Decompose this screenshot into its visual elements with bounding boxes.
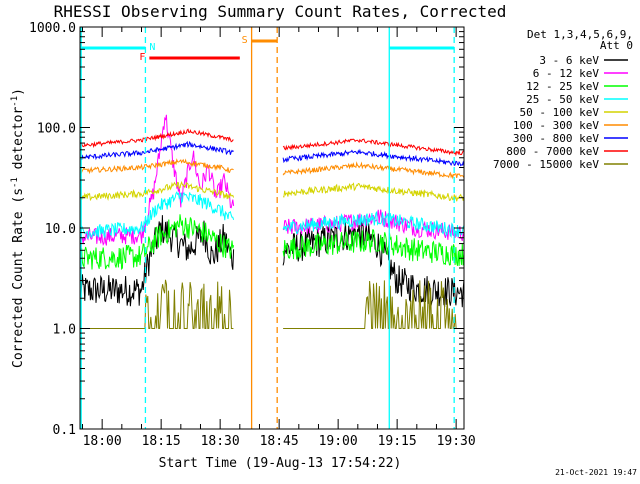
legend-label-0: 3 - 6 keV: [539, 54, 599, 67]
legend-header-1: Att 0: [600, 39, 633, 52]
y-tick-label-1: 1.0: [53, 323, 76, 338]
x-tick-label-1: 18:15: [142, 434, 181, 449]
flag-bars: NF S: [80, 35, 455, 63]
legend-label-4: 50 - 100 keV: [520, 106, 600, 119]
legend-label-6: 300 - 800 keV: [513, 132, 599, 145]
y-axis-label-part: -1: [10, 96, 20, 107]
legend-header-0: Det 1,3,4,5,6,9,: [527, 28, 633, 41]
y-tick-label-0: 0.1: [53, 423, 76, 438]
series-line-3: [79, 191, 465, 240]
series-line-8: [80, 279, 464, 329]
x-tick-label-6: 19:30: [437, 434, 476, 449]
legend-label-8: 7000 - 15000 keV: [493, 158, 599, 171]
flag-label-3: S: [242, 35, 248, 46]
x-tick-label-2: 18:30: [201, 434, 240, 449]
legend-label-7: 800 - 7000 keV: [506, 145, 599, 158]
series-segment-7-1: [282, 138, 465, 157]
y-tick-label-4: 1000.0: [29, 21, 76, 36]
series-line-7: [79, 128, 465, 157]
series-segment-2-0: [79, 214, 235, 270]
x-tick-label-5: 19:15: [378, 434, 417, 449]
y-axis-label-part: detector: [11, 107, 26, 178]
y-axis-label-part: Corrected Count Rate (s: [11, 188, 26, 368]
series-line-0: [79, 215, 465, 308]
footer-date: 21-Oct-2021 19:47: [555, 468, 637, 477]
series-segment-3-1: [282, 210, 465, 239]
series-segment-4-1: [283, 182, 465, 202]
series-segment-8-0: [80, 279, 234, 329]
series-lines: [79, 114, 465, 329]
series-segment-7-0: [79, 128, 234, 149]
y-tick-label-3: 100.0: [37, 122, 76, 137]
legend-label-3: 25 - 50 keV: [526, 93, 599, 106]
series-line-6: [79, 140, 465, 167]
y-axis-label-part: -1: [10, 177, 20, 188]
x-tick-label-3: 18:45: [260, 434, 299, 449]
y-axis: 0.1 1.0 10.0 100.0 1000.0: [29, 21, 464, 438]
flag-label-1: N: [149, 42, 155, 53]
x-tick-label-0: 18:00: [83, 434, 122, 449]
y-axis-label: Corrected Count Rate (s-1 detector-1): [10, 88, 26, 368]
series-segment-5-0: [79, 158, 234, 175]
series-line-4: [79, 180, 465, 202]
series-segment-1-0: [79, 114, 235, 246]
flag-label-2: F: [139, 52, 145, 63]
series-segment-0-1: [282, 218, 465, 308]
y-axis-label-part: ): [11, 88, 26, 96]
series-line-2: [79, 214, 465, 270]
x-axis: 18:00 18:15 18:30 18:45 19:00 19:15 19:30: [81, 27, 476, 449]
y-tick-label-2: 10.0: [45, 222, 76, 237]
legend-label-2: 12 - 25 keV: [526, 80, 599, 93]
series-segment-2-1: [282, 229, 465, 266]
series-segment-6-0: [79, 140, 234, 161]
series-segment-0-0: [79, 215, 235, 307]
chart-title: RHESSI Observing Summary Count Rates, Co…: [54, 2, 507, 21]
series-segment-8-1: [283, 280, 464, 329]
series-segment-3-0: [79, 191, 235, 240]
x-tick-label-4: 19:00: [319, 434, 358, 449]
series-segment-5-1: [282, 161, 465, 180]
series-line-1: [79, 114, 465, 246]
x-axis-label: Start Time (19-Aug-13 17:54:22): [159, 456, 402, 471]
series-segment-4-0: [79, 180, 235, 202]
legend-label-1: 6 - 12 keV: [533, 67, 600, 80]
series-segment-6-1: [282, 148, 465, 167]
legend-label-5: 100 - 300 keV: [513, 119, 599, 132]
series-line-5: [79, 158, 465, 180]
